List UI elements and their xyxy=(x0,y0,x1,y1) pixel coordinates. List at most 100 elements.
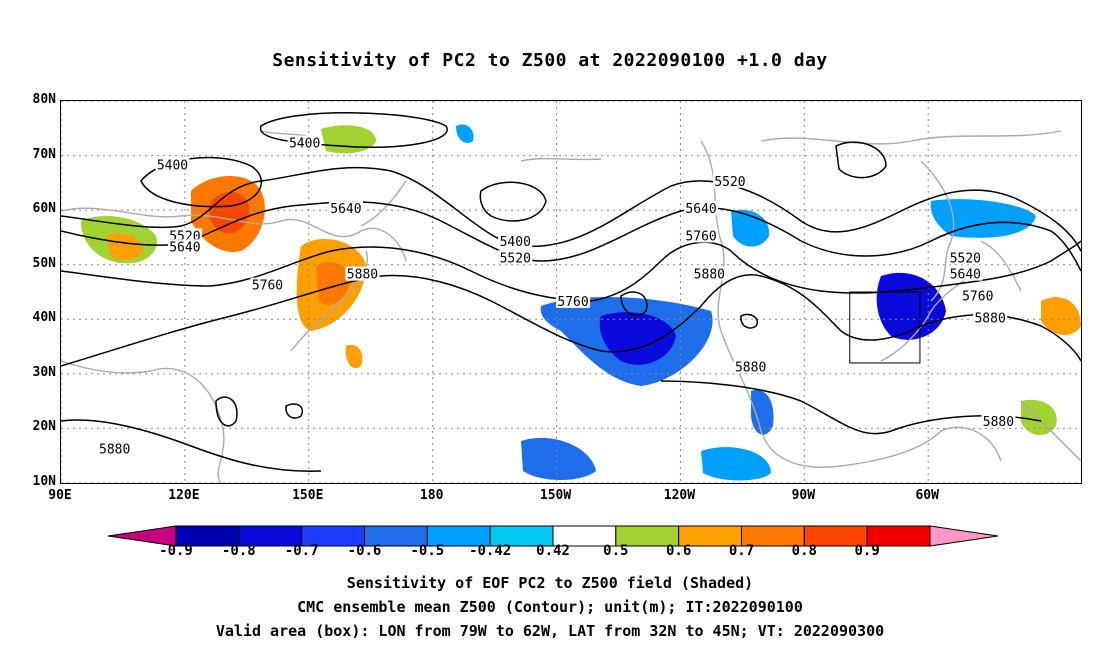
lon-tick-label: 90E xyxy=(48,488,72,503)
colorbar xyxy=(107,525,999,551)
lat-tick-label: 30N xyxy=(32,364,56,380)
contour-label: 5760 xyxy=(252,279,283,294)
contour-5880-small xyxy=(215,396,238,427)
lat-tick-label: 20N xyxy=(32,419,56,435)
contour-label-bg xyxy=(960,288,995,303)
contour-5760-1 xyxy=(61,240,1081,302)
contour-label-bg xyxy=(328,201,363,216)
contour-label-bg xyxy=(498,250,533,265)
map-panel: 5400 5400 5400 5520 5520 5520 5520 5640 5640 5640… xyxy=(60,100,1082,484)
contour-label: 5640 xyxy=(950,268,981,283)
colorbar-tick-label: 0.8 xyxy=(791,543,817,559)
contour-5880-small-2 xyxy=(285,403,303,419)
contour-label: 5880 xyxy=(974,311,1005,326)
lon-tick-label: 150E xyxy=(292,488,324,503)
contour-label-bg xyxy=(556,293,591,308)
contour-label: 5880 xyxy=(735,360,766,375)
colorbar-tick-label: 0.5 xyxy=(603,543,629,559)
contour-label-bg xyxy=(712,173,747,188)
positive-patch-okhotsk xyxy=(321,125,376,154)
contour-label: 5640 xyxy=(685,202,716,217)
positive-patch-atlantic-2 xyxy=(1021,399,1057,436)
colorbar-tick-label: -0.5 xyxy=(410,543,445,559)
contour-inner-low xyxy=(620,291,648,317)
positive-patch-east-asia-core xyxy=(209,191,250,234)
lat-tick-label: 80N xyxy=(32,92,56,107)
contour-label: 5760 xyxy=(685,229,716,244)
colorbar-tick-label: -0.6 xyxy=(347,543,382,559)
lat-tick-label: 70N xyxy=(32,146,56,162)
contour-label: 5520 xyxy=(714,175,745,190)
colorbar-scale xyxy=(107,525,999,547)
lat-tick-label: 60N xyxy=(32,201,56,217)
contour-label-bg xyxy=(948,266,983,281)
colorbar-tick-label: 0.9 xyxy=(854,543,880,559)
contour-small-4 xyxy=(835,141,887,179)
lon-tick-label: 120W xyxy=(663,488,696,503)
contour-label-bg xyxy=(733,359,768,374)
colorbar-tick-label: 0.7 xyxy=(728,543,755,559)
colorbar-tick-label: -0.7 xyxy=(284,543,319,559)
colorbar-tick-label: 0.6 xyxy=(666,543,692,559)
lon-tick-label: 90W xyxy=(791,488,816,503)
contour-label: 5880 xyxy=(347,268,378,283)
negative-patch-tropics-2 xyxy=(701,447,771,481)
contour-5880-3 xyxy=(660,380,1042,435)
positive-patch-west-core xyxy=(106,233,143,261)
contour-label: 5760 xyxy=(557,295,588,310)
contour-label-bg xyxy=(345,266,380,281)
contour-5880-2 xyxy=(61,419,322,472)
contour-label-bg xyxy=(684,228,719,243)
negative-patch-atlantic-outer xyxy=(930,199,1036,238)
contour-5880-1 xyxy=(61,274,1081,367)
lon-tick-label: 120E xyxy=(168,488,200,503)
coastlines xyxy=(61,130,1081,483)
contour-label-bg xyxy=(167,228,202,243)
contour-label: 5640 xyxy=(330,202,361,217)
contour-label: 5880 xyxy=(99,442,130,457)
contour-5640-1 xyxy=(61,201,1081,272)
lat-tick-label: 50N xyxy=(32,255,56,271)
negative-patch-tropics xyxy=(521,437,596,480)
contour-5520-1 xyxy=(61,166,1081,252)
lat-tick-label: 10N xyxy=(32,474,56,489)
caption-line-3: Valid area (box): LON from 79W to 62W, L… xyxy=(215,622,885,640)
map-title: Sensitivity of PC2 to Z500 at 2022090100… xyxy=(272,50,828,71)
contour-label-bg xyxy=(684,201,719,216)
positive-patch-japan-core xyxy=(316,261,351,305)
contour-label-bg xyxy=(498,233,533,248)
colorbar-tick-label: 0.42 xyxy=(536,543,570,559)
contour-label-bg xyxy=(973,310,1008,325)
colorbar-tick-label: -0.8 xyxy=(221,543,256,559)
contour-label-bg xyxy=(948,250,983,265)
lat-lon-grid xyxy=(61,101,1081,483)
negative-patch-alaska xyxy=(456,124,474,143)
contour-label-bg xyxy=(287,135,322,150)
contour-label: 5640 xyxy=(169,240,200,255)
contour-label-bg xyxy=(167,239,202,254)
contour-label: 5760 xyxy=(962,289,993,304)
lat-tick-label: 40N xyxy=(32,310,56,326)
contour-label-bg xyxy=(250,277,285,292)
contour-label-bg xyxy=(155,157,190,172)
contour-label: 5400 xyxy=(500,235,531,250)
caption-line-2: CMC ensemble mean Z500 (Contour); unit(m… xyxy=(297,598,803,616)
contour-label-bg xyxy=(97,441,132,456)
contour-small-3 xyxy=(740,313,758,329)
colorbar-extend-high xyxy=(929,525,999,547)
contour-label: 5880 xyxy=(983,415,1014,430)
colorbar-tick-label: -0.42 xyxy=(469,543,512,559)
contour-label-bg xyxy=(692,266,727,281)
lon-tick-label: 60W xyxy=(915,488,939,503)
positive-patch-small xyxy=(345,344,363,369)
colorbar-tick-label: -0.9 xyxy=(159,543,193,559)
contour-label: 5520 xyxy=(950,251,981,266)
caption-line-1: Sensitivity of EOF PC2 to Z500 field (Sh… xyxy=(346,574,754,592)
z500-contours xyxy=(61,112,1081,472)
contour-5400-aleutian xyxy=(479,181,547,222)
negative-patch-mexico xyxy=(751,390,774,435)
contour-label: 5400 xyxy=(157,158,188,173)
positive-patch-atlantic xyxy=(1041,297,1081,336)
